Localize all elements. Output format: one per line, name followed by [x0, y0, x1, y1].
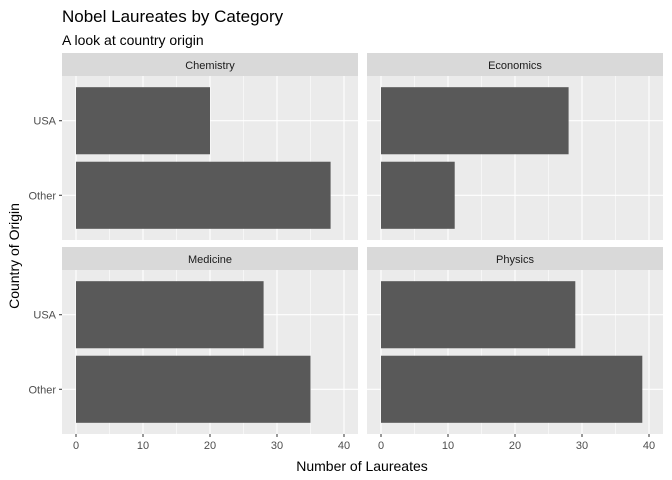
bar-physics-other [381, 355, 643, 423]
bar-medicine-usa [76, 281, 264, 349]
x-tick-label: 20 [509, 440, 521, 452]
facet-grid: Chemistry USA Other Economics Medicine USA Oth… [28, 53, 663, 452]
bar-chemistry-other [76, 161, 331, 229]
facet-physics: Physics 0 10 20 30 40 [367, 247, 663, 452]
y-tick-label: Other [28, 384, 56, 396]
chart-subtitle: A look at country origin [62, 32, 204, 48]
facet-chemistry: Chemistry USA Other [28, 53, 358, 240]
x-tick-label: 20 [204, 440, 216, 452]
bar-physics-usa [381, 281, 576, 349]
x-tick-label: 0 [378, 440, 384, 452]
facet-economics: Economics [367, 53, 663, 240]
facet-medicine: Medicine USA Other 0 10 20 30 40 [28, 247, 358, 452]
x-tick-label: 40 [643, 440, 655, 452]
x-tick-label: 30 [271, 440, 283, 452]
x-tick-label: 30 [576, 440, 588, 452]
bar-economics-other [381, 161, 455, 229]
strip-background [367, 53, 663, 76]
strip-background [62, 247, 358, 270]
x-tick-label: 10 [442, 440, 454, 452]
y-tick-label: USA [33, 310, 56, 322]
strip-label: Economics [488, 60, 542, 72]
strip-label: Physics [496, 254, 534, 266]
chart-title: Nobel Laureates by Category [62, 7, 284, 26]
strip-label: Medicine [188, 254, 232, 266]
x-axis-title: Number of Laureates [296, 458, 428, 474]
strip-label: Chemistry [185, 60, 235, 72]
x-tick-label: 10 [137, 440, 149, 452]
bar-medicine-other [76, 355, 311, 423]
strip-background [62, 53, 358, 76]
x-tick-label: 0 [73, 440, 79, 452]
bar-chemistry-usa [76, 87, 210, 155]
y-axis-title: Country of Origin [6, 203, 22, 309]
y-tick-label: USA [33, 116, 56, 128]
strip-background [367, 247, 663, 270]
y-tick-label: Other [28, 190, 56, 202]
bar-economics-usa [381, 87, 569, 155]
x-tick-label: 40 [338, 440, 350, 452]
